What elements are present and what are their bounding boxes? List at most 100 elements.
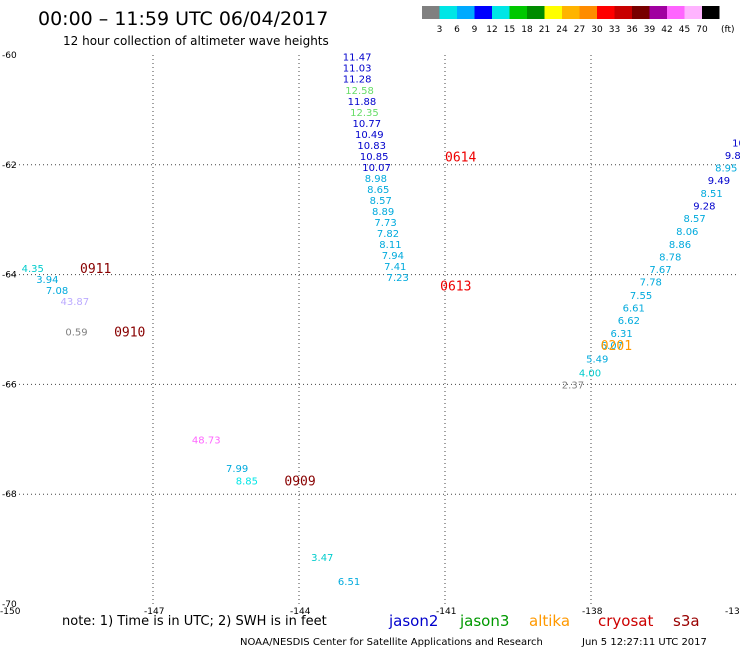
y-tick-label: -66 xyxy=(2,380,17,390)
chart-subtitle: 12 hour collection of altimeter wave hei… xyxy=(63,34,329,48)
footer-credit: NOAA/NESDIS Center for Satellite Applica… xyxy=(240,637,543,648)
swh-label: 11.03 xyxy=(343,64,372,75)
x-tick-label: -144 xyxy=(290,607,311,617)
swh-label: 7.99 xyxy=(226,464,248,475)
swh-label: 10.85 xyxy=(360,152,389,163)
swh-label: 11.28 xyxy=(343,75,372,86)
swh-label: 0.59 xyxy=(65,328,87,339)
time-label: 0910 xyxy=(114,326,145,341)
colorbar-swatch xyxy=(649,6,667,19)
swh-label: 9.49 xyxy=(708,176,730,187)
x-tick-label: -13 xyxy=(725,607,740,617)
colorbar-tick-label: 3 xyxy=(437,25,443,35)
colorbar-unit-label: (ft) xyxy=(721,25,735,35)
swh-label: 8.06 xyxy=(676,227,698,238)
y-tick-label: -64 xyxy=(2,271,17,281)
swh-label: 8.51 xyxy=(701,189,723,200)
colorbar-swatch xyxy=(562,6,580,19)
legend-item-cryosat: cryosat xyxy=(598,612,653,630)
swh-label: 8.57 xyxy=(683,214,705,225)
swh-label: 48.73 xyxy=(192,435,221,446)
colorbar-swatch xyxy=(544,6,562,19)
swh-label: 8.57 xyxy=(370,196,392,207)
swh-label: 8.78 xyxy=(659,252,681,263)
colorbar-tick-label: 33 xyxy=(609,25,620,35)
swh-label: 43.87 xyxy=(61,297,90,308)
y-tick-label: -60 xyxy=(2,51,17,61)
swh-label: 7.82 xyxy=(377,229,399,240)
satellite-legend: jason2 jason3 altika cryosat s3a xyxy=(388,612,700,630)
wave-height-colorbar: 3 6 9 12 15 18 21 24 27 30 33 36 39 42 45 70 xyxy=(422,6,720,35)
chart-title: 00:00 – 11:59 UTC 06/04/2017 xyxy=(38,8,328,30)
time-label: 0201 xyxy=(601,339,632,354)
footer-note: note: 1) Time is in UTC; 2) SWH is in fe… xyxy=(62,614,327,629)
swh-label: 3.94 xyxy=(36,275,58,286)
x-tick-label: -150 xyxy=(0,607,21,617)
swh-label: 4.00 xyxy=(579,368,601,379)
swh-label: 10.49 xyxy=(355,130,384,141)
colorbar-tick-label: 15 xyxy=(504,25,515,35)
colorbar-swatch xyxy=(702,6,720,19)
swh-label: 12.35 xyxy=(350,108,379,119)
time-label: 0911 xyxy=(80,262,111,277)
colorbar-swatch xyxy=(457,6,475,19)
swh-label: 7.41 xyxy=(384,262,406,273)
colorbar-tick-label: 18 xyxy=(521,25,533,35)
swh-label: 7.67 xyxy=(649,265,671,276)
colorbar-tick-label: 45 xyxy=(679,25,690,35)
swh-label: 6.31 xyxy=(610,329,632,340)
colorbar-tick-label: 24 xyxy=(556,25,568,35)
swh-label: 6.61 xyxy=(623,304,645,315)
legend-item-jason2: jason2 xyxy=(388,612,438,630)
swh-label: 10.77 xyxy=(353,119,382,130)
swh-label: 8.89 xyxy=(372,207,394,218)
colorbar-swatch xyxy=(527,6,545,19)
colorbar-tick-label: 30 xyxy=(591,25,603,35)
swh-label: 7.23 xyxy=(387,273,409,284)
footer-timestamp: Jun 5 12:27:11 UTC 2017 xyxy=(581,637,707,648)
colorbar-swatch xyxy=(492,6,510,19)
colorbar-tick-label: 9 xyxy=(472,25,478,35)
swh-label: 8.11 xyxy=(379,240,401,251)
colorbar-swatch xyxy=(422,6,440,19)
swh-label: 6.07 xyxy=(601,341,623,352)
swh-label: 9.28 xyxy=(693,201,715,212)
colorbar-tick-label: 42 xyxy=(661,25,672,35)
swh-label: 8.85 xyxy=(236,476,258,487)
plot-grid xyxy=(7,55,737,604)
swh-label: 5.49 xyxy=(586,355,608,366)
colorbar-tick-label: 6 xyxy=(454,25,460,35)
swh-label: 6.62 xyxy=(618,316,640,327)
swh-label: 8.86 xyxy=(669,240,691,251)
swh-label: 8.98 xyxy=(365,174,387,185)
time-label: 0909 xyxy=(284,474,315,489)
legend-item-jason3: jason3 xyxy=(459,612,509,630)
colorbar-tick-label: 27 xyxy=(574,25,585,35)
colorbar-tick-label: 36 xyxy=(626,25,638,35)
colorbar-swatch xyxy=(579,6,597,19)
legend-item-s3a: s3a xyxy=(673,612,700,630)
swh-label: 7.55 xyxy=(630,291,652,302)
colorbar-tick-label: 39 xyxy=(644,25,656,35)
colorbar-swatch xyxy=(684,6,702,19)
swh-label: 7.08 xyxy=(46,286,68,297)
swh-label: 8.95 xyxy=(715,164,737,175)
x-tick-label: -147 xyxy=(144,607,164,617)
axis-tick-labels: -60 -62 -64 -66 -68 -70-150 -147 -144 -141 -138 -1… xyxy=(0,51,740,617)
x-tick-label: -138 xyxy=(582,607,603,617)
colorbar-swatch xyxy=(667,6,685,19)
colorbar-tick-label: 12 xyxy=(486,25,497,35)
y-tick-label: -68 xyxy=(2,490,17,500)
legend-item-altika: altika xyxy=(529,612,570,630)
swh-label: 10.11 xyxy=(732,138,740,149)
pass-time-labels: 061406130911091009090201020 xyxy=(80,151,632,490)
swh-label: 11.88 xyxy=(348,97,377,108)
swh-label: 2.37 xyxy=(562,380,584,391)
swh-label: 9.80 xyxy=(725,151,740,162)
colorbar-swatch xyxy=(439,6,457,19)
x-tick-label: -141 xyxy=(436,607,456,617)
swh-label: 8.65 xyxy=(367,185,389,196)
swh-label: 6.51 xyxy=(338,577,360,588)
swh-label: 7.94 xyxy=(382,251,404,262)
